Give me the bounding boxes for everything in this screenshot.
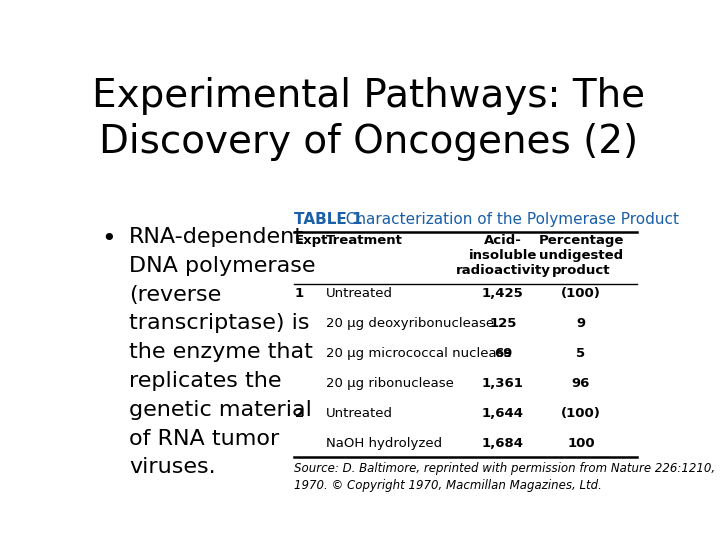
Text: (100): (100) bbox=[561, 407, 601, 420]
Text: 9: 9 bbox=[577, 317, 585, 330]
Text: 100: 100 bbox=[567, 436, 595, 449]
Text: 69: 69 bbox=[494, 347, 512, 360]
Text: 1: 1 bbox=[294, 287, 304, 300]
Text: 1,684: 1,684 bbox=[482, 436, 524, 449]
Text: Untreated: Untreated bbox=[326, 407, 393, 420]
Text: 96: 96 bbox=[572, 377, 590, 390]
Text: Experimental Pathways: The
Discovery of Oncogenes (2): Experimental Pathways: The Discovery of … bbox=[92, 77, 646, 161]
Text: 1,425: 1,425 bbox=[482, 287, 523, 300]
Text: 1,361: 1,361 bbox=[482, 377, 524, 390]
Text: 20 μg deoxyribonuclease: 20 μg deoxyribonuclease bbox=[326, 317, 494, 330]
Text: 5: 5 bbox=[577, 347, 585, 360]
Text: Treatment: Treatment bbox=[326, 234, 403, 247]
Text: RNA-dependent
DNA polymerase
(reverse
transcriptase) is
the enzyme that
replicat: RNA-dependent DNA polymerase (reverse tr… bbox=[129, 227, 315, 477]
Text: 20 μg ribonuclease: 20 μg ribonuclease bbox=[326, 377, 454, 390]
Text: 125: 125 bbox=[489, 317, 517, 330]
Text: Source: D. Baltimore, reprinted with permission from Nature 226:1210,
1970. © Co: Source: D. Baltimore, reprinted with per… bbox=[294, 462, 715, 492]
Text: Untreated: Untreated bbox=[326, 287, 393, 300]
Text: 2: 2 bbox=[294, 407, 304, 420]
Text: TABLE 1: TABLE 1 bbox=[294, 212, 362, 227]
Text: NaOH hydrolyzed: NaOH hydrolyzed bbox=[326, 436, 442, 449]
Text: Percentage
undigested
product: Percentage undigested product bbox=[539, 234, 624, 278]
Text: Acid-
insoluble
radioactivity: Acid- insoluble radioactivity bbox=[456, 234, 550, 278]
Text: Expt.: Expt. bbox=[294, 234, 333, 247]
Text: (100): (100) bbox=[561, 287, 601, 300]
Text: 20 μg micrococcal nuclease: 20 μg micrococcal nuclease bbox=[326, 347, 512, 360]
Text: •: • bbox=[101, 227, 116, 251]
Text: 1,644: 1,644 bbox=[482, 407, 524, 420]
Text: Characterization of the Polymerase Product: Characterization of the Polymerase Produ… bbox=[336, 212, 678, 227]
